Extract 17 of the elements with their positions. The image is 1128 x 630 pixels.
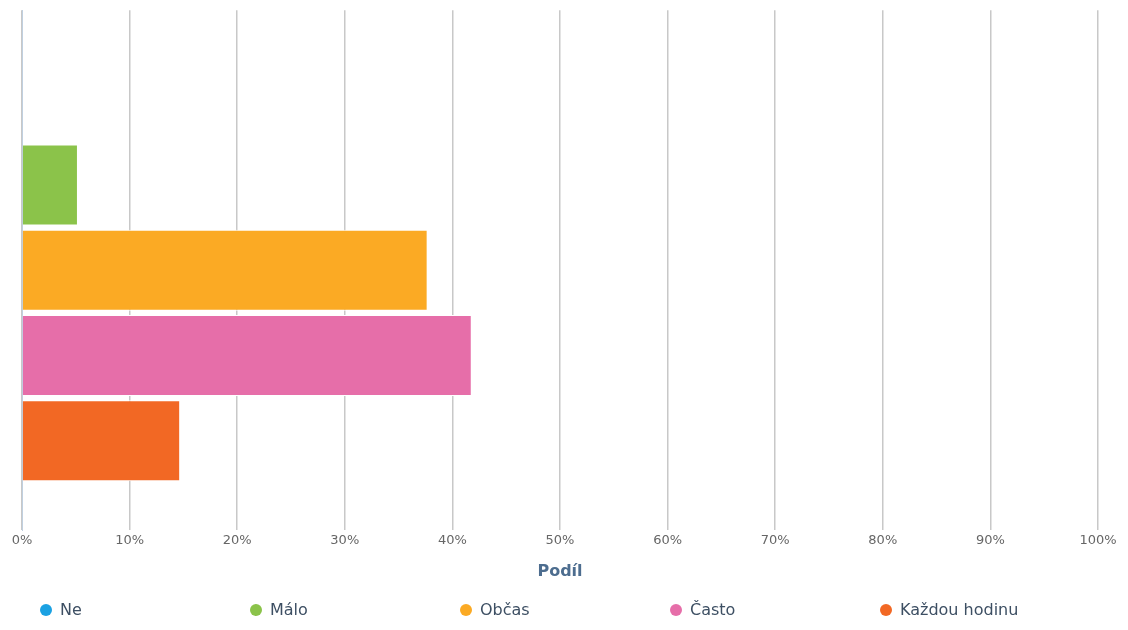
x-axis-title: Podíl [537,560,583,580]
legend-label: Občas [480,600,530,619]
legend-label: Každou hodinu [900,600,1019,619]
x-tick-label: 10% [115,532,145,548]
legend-label: Málo [270,600,308,619]
x-tick-label: 90% [975,532,1005,548]
legend-label: Často [690,600,736,619]
x-tick-label: 20% [222,532,252,548]
x-tick-label: 60% [653,532,683,548]
x-tick-label: 70% [760,532,790,548]
x-tick-label: 0% [11,532,33,548]
x-tick-label: 100% [1079,532,1117,548]
x-tick-label: 30% [330,532,360,548]
x-tick-label: 50% [545,532,575,548]
x-tick-label: 40% [437,532,467,548]
legend-label: Ne [60,600,82,619]
x-tick-label: 80% [868,532,898,548]
